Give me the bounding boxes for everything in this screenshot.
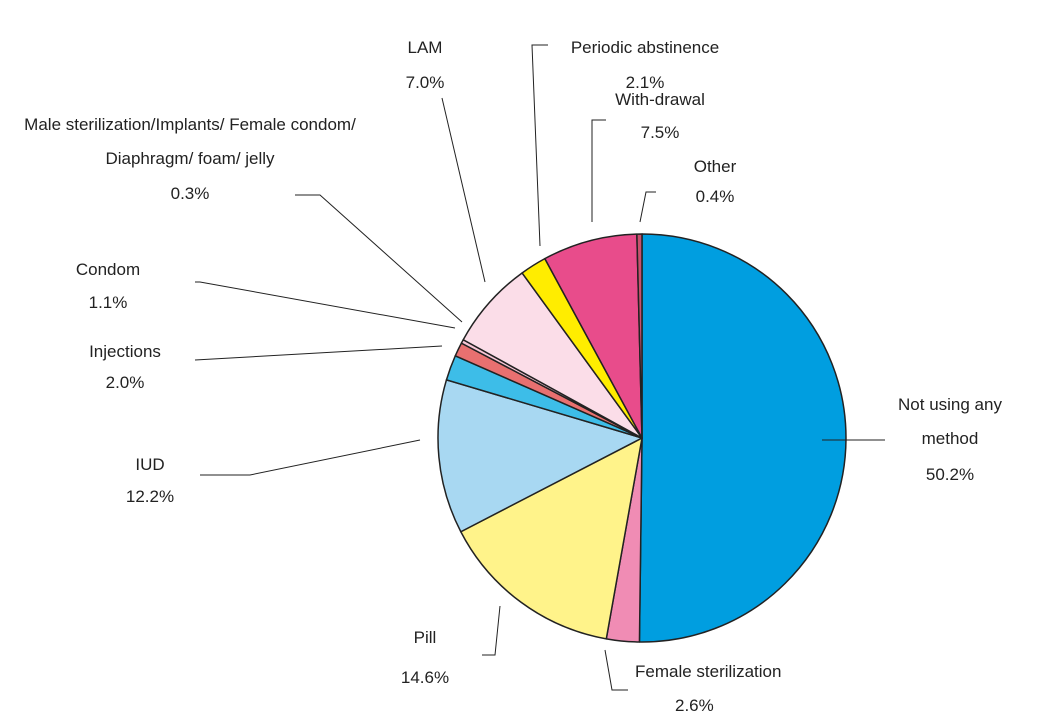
value-label: 2.1% (625, 73, 665, 92)
value-label: 7.0% (405, 73, 445, 92)
value-label: 12.2% (125, 487, 175, 506)
value-label: 14.6% (400, 668, 450, 687)
leader-line (441, 97, 486, 283)
pie-slice (460, 437, 643, 640)
leader-line (482, 605, 501, 656)
slice-label: Periodic abstinence (570, 38, 720, 57)
slice-label: With-drawal (615, 90, 705, 109)
leader-line (194, 345, 443, 361)
slice-label: Injections (89, 342, 161, 361)
pie-slice (437, 379, 643, 533)
slice-label: LAM (407, 38, 443, 57)
slice-label: Not using any method (898, 395, 1002, 448)
value-label: 7.5% (640, 123, 680, 142)
value-label: 0.4% (695, 187, 735, 206)
pie-slice (638, 233, 847, 643)
value-label: 50.2% (925, 465, 975, 484)
leader-line (200, 439, 421, 476)
slice-label: Other (693, 157, 737, 176)
pie-slice (636, 233, 643, 439)
leader-line (604, 649, 628, 691)
slice-label: Male sterilization/Implants/ Female cond… (24, 115, 356, 168)
slice-label: Condom (75, 260, 141, 279)
slice-label: Pill (413, 628, 437, 647)
leader-line (591, 119, 606, 222)
leader-line (295, 194, 463, 323)
pie-slice (544, 233, 643, 439)
leader-line (531, 44, 548, 247)
value-label: 0.3% (170, 184, 210, 203)
slice-label: IUD (135, 455, 165, 474)
slice-label: Female sterilization (635, 662, 782, 681)
value-label: 1.1% (88, 293, 128, 312)
leader-line (195, 281, 456, 329)
value-label: 2.6% (675, 696, 714, 715)
leader-line (639, 191, 656, 223)
value-label: 2.0% (105, 373, 145, 392)
